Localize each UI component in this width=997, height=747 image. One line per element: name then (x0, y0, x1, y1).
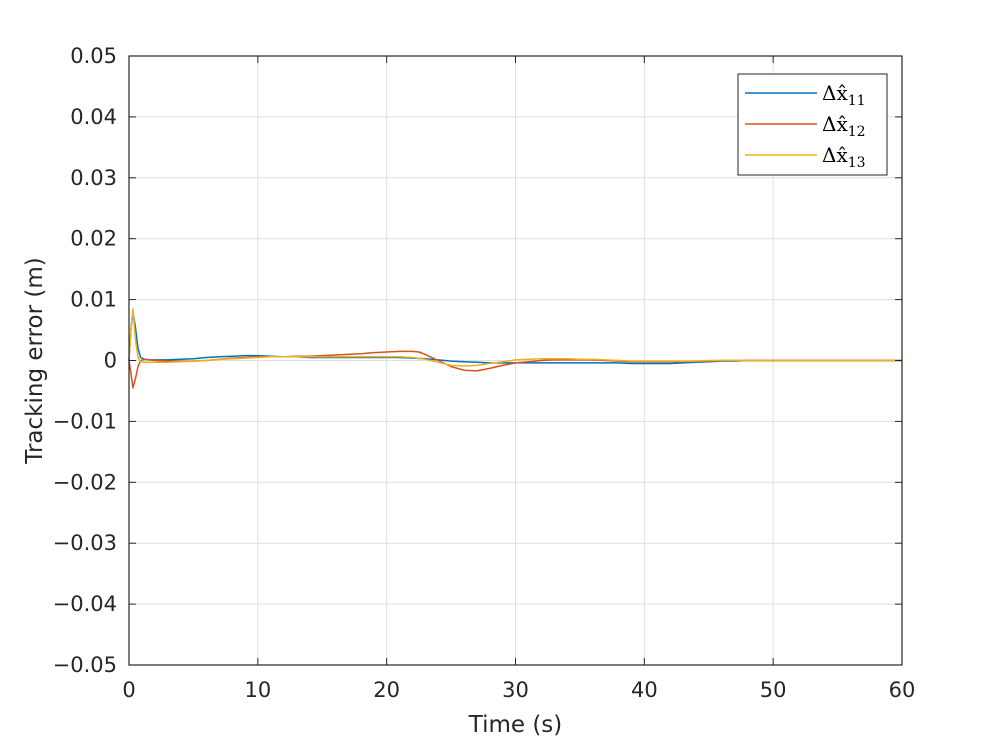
y-tick-label: 0.01 (70, 288, 117, 312)
y-tick-label: 0 (104, 349, 117, 373)
x-tick-label: 20 (373, 678, 400, 702)
legend-label: Δx̂12 (822, 112, 866, 140)
y-axis-label: Tracking error (m) (22, 257, 48, 464)
y-tick-label: −0.04 (53, 592, 117, 616)
x-tick-label: 0 (122, 678, 135, 702)
y-tick-labels: −0.05 −0.04 −0.03 −0.02 −0.01 0 0.01 0.02 0.03 0.… (53, 44, 117, 677)
y-tick-label: −0.03 (53, 531, 117, 555)
x-tick-labels: 0 10 20 30 40 50 60 (122, 678, 915, 702)
y-tick-label: −0.02 (53, 470, 117, 494)
x-tick-label: 10 (244, 678, 271, 702)
axis-ticks (128, 55, 903, 666)
y-tick-label: 0.05 (70, 44, 117, 68)
series-lines (128, 307, 902, 389)
legend-label: Δx̂13 (822, 143, 866, 171)
x-tick-label: 50 (760, 678, 787, 702)
series-line-3 (128, 307, 902, 367)
legend-label: Δx̂11 (822, 81, 866, 109)
x-tick-label: 60 (889, 678, 916, 702)
y-tick-label: 0.04 (70, 105, 117, 129)
x-axis-label: Time (s) (468, 712, 563, 738)
y-tick-label: 0.02 (70, 227, 117, 251)
x-tick-label: 40 (631, 678, 658, 702)
legend: Δx̂11 Δx̂12 Δx̂13 (737, 73, 888, 176)
x-tick-label: 30 (502, 678, 529, 702)
y-tick-label: −0.01 (53, 409, 117, 433)
y-tick-label: 0.03 (70, 166, 117, 190)
y-tick-label: −0.05 (53, 653, 117, 677)
